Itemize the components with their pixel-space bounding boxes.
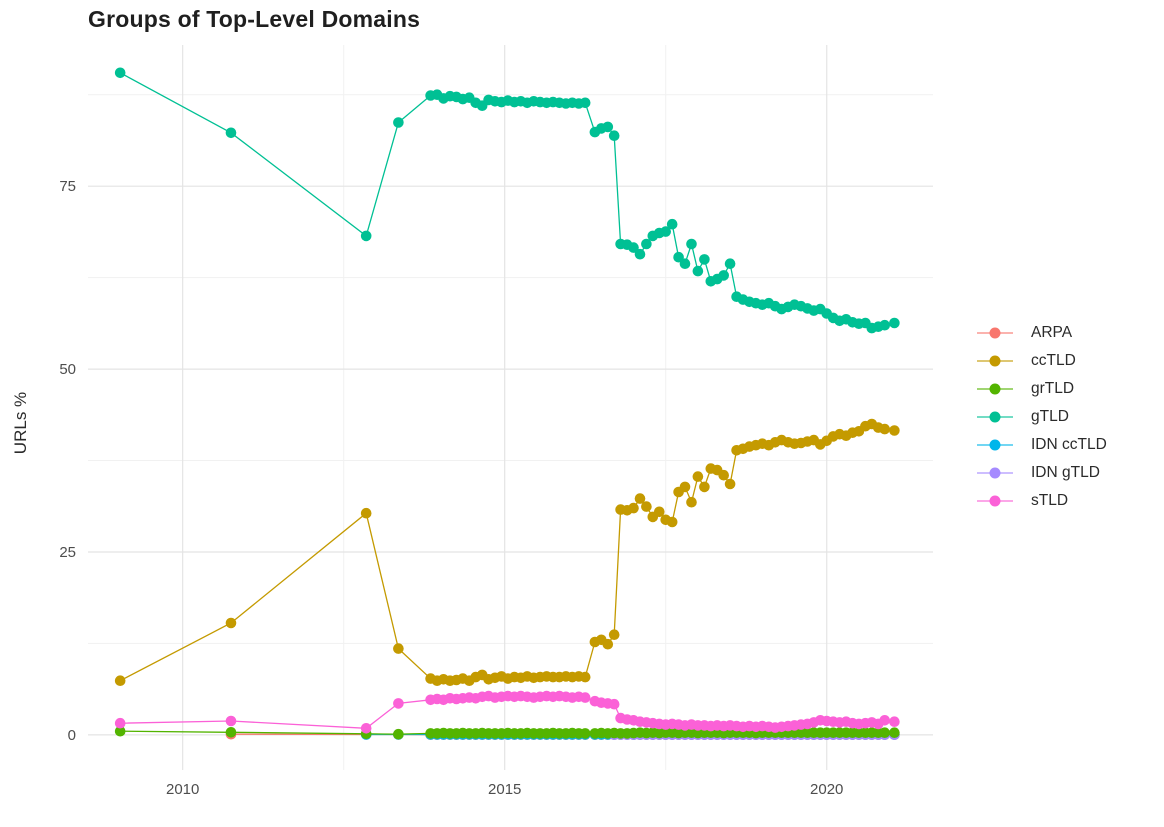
series-point-ccTLD bbox=[602, 638, 614, 650]
series-point-gTLD bbox=[879, 319, 890, 331]
series-point-gTLD bbox=[673, 251, 684, 263]
legend-item-ccTLD: ccTLD bbox=[975, 347, 1107, 375]
series-point-grTLD bbox=[579, 728, 591, 739]
chart-title: Groups of Top-Level Domains bbox=[88, 6, 421, 32]
series-point-sTLD bbox=[393, 698, 404, 709]
series-point-gTLD bbox=[660, 226, 671, 237]
series-line-gTLD bbox=[119, 72, 895, 329]
legend-key-icon bbox=[977, 411, 1013, 423]
series-point-sTLD bbox=[879, 715, 890, 726]
series-point-sTLD bbox=[114, 717, 126, 729]
legend-key-icon bbox=[977, 327, 1013, 339]
series-point-gTLD bbox=[114, 67, 126, 79]
series-point-ccTLD bbox=[634, 493, 646, 504]
legend: ARPA ccTLD grTLD gTLD IDN ccTLD IDN gTLD sTLD bbox=[975, 319, 1107, 515]
y-tick-label: 25 bbox=[59, 544, 76, 561]
series-point-ccTLD bbox=[393, 643, 404, 654]
x-tick-label: 2020 bbox=[810, 781, 843, 798]
legend-item-IDN-gTLD: IDN gTLD bbox=[975, 459, 1107, 487]
series-point-gTLD bbox=[608, 130, 620, 141]
series-point-gTLD bbox=[724, 258, 736, 270]
series-point-ccTLD bbox=[699, 481, 710, 493]
series-point-gTLD bbox=[686, 238, 697, 250]
legend-key-icon bbox=[977, 383, 1013, 395]
legend-label: sTLD bbox=[1031, 492, 1069, 509]
series-point-ccTLD bbox=[654, 506, 665, 518]
series-point-grTLD bbox=[393, 728, 404, 740]
series-point-gTLD bbox=[692, 265, 704, 277]
legend-item-IDN-ccTLD: IDN ccTLD bbox=[975, 431, 1107, 459]
series-point-gTLD bbox=[579, 97, 591, 109]
series-point-gTLD bbox=[360, 230, 372, 242]
series-point-grTLD bbox=[889, 727, 900, 738]
series-point-ccTLD bbox=[879, 423, 890, 435]
legend-label: gTLD bbox=[1031, 408, 1069, 425]
series-point-grTLD bbox=[114, 725, 126, 737]
legend-key-icon bbox=[977, 467, 1013, 479]
legend-key-icon bbox=[977, 355, 1013, 367]
legend-label: IDN gTLD bbox=[1031, 464, 1100, 481]
series-point-gTLD bbox=[393, 117, 404, 128]
legend-item-sTLD: sTLD bbox=[975, 487, 1107, 515]
legend-item-gTLD: gTLD bbox=[975, 403, 1107, 431]
series-point-sTLD bbox=[579, 692, 591, 703]
series-point-ccTLD bbox=[666, 516, 678, 528]
series-point-ccTLD bbox=[718, 469, 729, 481]
legend-key-icon bbox=[977, 439, 1013, 451]
legend-label: grTLD bbox=[1031, 380, 1075, 397]
series-point-gTLD bbox=[602, 121, 614, 133]
series-point-ccTLD bbox=[692, 471, 704, 482]
series-point-ccTLD bbox=[889, 425, 900, 436]
legend-key-icon bbox=[977, 495, 1013, 507]
series-point-gTLD bbox=[699, 254, 710, 265]
series-point-ccTLD bbox=[686, 496, 697, 508]
series-point-ccTLD bbox=[225, 617, 237, 629]
series-point-gTLD bbox=[225, 127, 237, 139]
series-point-ccTLD bbox=[724, 478, 736, 490]
series-point-sTLD bbox=[225, 715, 237, 727]
series-point-grTLD bbox=[879, 727, 890, 738]
series-point-ccTLD bbox=[114, 675, 126, 686]
series-point-ccTLD bbox=[360, 507, 372, 519]
series-point-ccTLD bbox=[579, 671, 591, 683]
series-point-gTLD bbox=[666, 218, 678, 230]
series-point-ccTLD bbox=[679, 481, 691, 493]
series-point-ccTLD bbox=[641, 501, 652, 512]
series-point-sTLD bbox=[360, 723, 372, 734]
series-point-sTLD bbox=[889, 716, 900, 727]
legend-item-grTLD: grTLD bbox=[975, 375, 1107, 403]
series-point-ccTLD bbox=[608, 629, 620, 640]
series-point-gTLD bbox=[634, 248, 646, 260]
series-point-gTLD bbox=[889, 317, 900, 329]
legend-label: ccTLD bbox=[1031, 352, 1076, 369]
legend-item-ARPA: ARPA bbox=[975, 319, 1107, 347]
y-tick-label: 0 bbox=[68, 727, 76, 744]
legend-label: ARPA bbox=[1031, 324, 1073, 341]
series-point-sTLD bbox=[608, 698, 620, 710]
series-point-gTLD bbox=[628, 242, 639, 253]
legend-label: IDN ccTLD bbox=[1031, 436, 1107, 453]
y-tick-label: 50 bbox=[59, 361, 76, 378]
series-point-gTLD bbox=[679, 258, 691, 270]
series-point-gTLD bbox=[718, 270, 729, 281]
x-tick-label: 2010 bbox=[166, 781, 199, 798]
series-point-gTLD bbox=[641, 238, 652, 250]
x-tick-label: 2015 bbox=[488, 781, 521, 798]
series-point-grTLD bbox=[225, 727, 237, 738]
y-tick-label: 75 bbox=[59, 178, 76, 195]
series-point-ccTLD bbox=[628, 502, 639, 514]
